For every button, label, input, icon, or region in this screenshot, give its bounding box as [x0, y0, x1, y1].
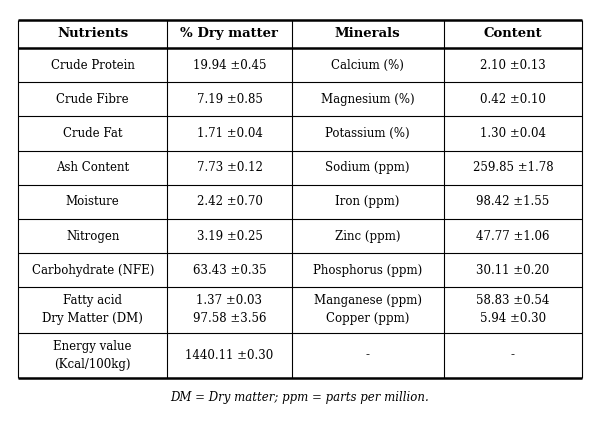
Text: Zinc (ppm): Zinc (ppm) — [335, 230, 400, 243]
Text: 19.94 ±0.45: 19.94 ±0.45 — [193, 59, 266, 72]
Text: Nitrogen: Nitrogen — [66, 230, 119, 243]
Text: 3.19 ±0.25: 3.19 ±0.25 — [197, 230, 262, 243]
Text: Phosphorus (ppm): Phosphorus (ppm) — [313, 264, 422, 277]
Text: Crude Fibre: Crude Fibre — [56, 93, 129, 106]
Text: Carbohydrate (NFE): Carbohydrate (NFE) — [32, 264, 154, 277]
Text: Potassium (%): Potassium (%) — [325, 127, 410, 140]
Text: % Dry matter: % Dry matter — [181, 27, 278, 40]
Text: 47.77 ±1.06: 47.77 ±1.06 — [476, 230, 550, 243]
Text: 98.42 ±1.55: 98.42 ±1.55 — [476, 195, 550, 208]
Text: -: - — [511, 349, 515, 362]
Text: 7.19 ±0.85: 7.19 ±0.85 — [197, 93, 262, 106]
Text: Ash Content: Ash Content — [56, 161, 129, 174]
Text: 7.73 ±0.12: 7.73 ±0.12 — [197, 161, 262, 174]
Text: 0.42 ±0.10: 0.42 ±0.10 — [480, 93, 546, 106]
Text: Content: Content — [484, 27, 542, 40]
Text: Minerals: Minerals — [335, 27, 400, 40]
Text: 30.11 ±0.20: 30.11 ±0.20 — [476, 264, 550, 277]
Text: 1.30 ±0.04: 1.30 ±0.04 — [480, 127, 546, 140]
Text: Nutrients: Nutrients — [57, 27, 128, 40]
Text: 2.42 ±0.70: 2.42 ±0.70 — [197, 195, 262, 208]
Text: 2.10 ±0.13: 2.10 ±0.13 — [480, 59, 546, 72]
Text: Energy value
(Kcal/100kg): Energy value (Kcal/100kg) — [53, 339, 132, 371]
Text: Sodium (ppm): Sodium (ppm) — [325, 161, 410, 174]
Text: 259.85 ±1.78: 259.85 ±1.78 — [473, 161, 553, 174]
Text: -: - — [365, 349, 370, 362]
Text: Iron (ppm): Iron (ppm) — [335, 195, 400, 208]
Text: 1.71 ±0.04: 1.71 ±0.04 — [197, 127, 262, 140]
Text: 1440.11 ±0.30: 1440.11 ±0.30 — [185, 349, 274, 362]
Text: Manganese (ppm)
Copper (ppm): Manganese (ppm) Copper (ppm) — [314, 295, 422, 326]
Text: 63.43 ±0.35: 63.43 ±0.35 — [193, 264, 266, 277]
Text: Fatty acid
Dry Matter (DM): Fatty acid Dry Matter (DM) — [42, 295, 143, 326]
Text: 1.37 ±0.03
97.58 ±3.56: 1.37 ±0.03 97.58 ±3.56 — [193, 295, 266, 326]
Text: Moisture: Moisture — [66, 195, 119, 208]
Text: Crude Fat: Crude Fat — [63, 127, 122, 140]
Text: DM = Dry matter; ppm = parts per million.: DM = Dry matter; ppm = parts per million… — [170, 391, 430, 404]
Text: Magnesium (%): Magnesium (%) — [321, 93, 415, 106]
Text: Crude Protein: Crude Protein — [51, 59, 134, 72]
Text: Calcium (%): Calcium (%) — [331, 59, 404, 72]
Text: 58.83 ±0.54
5.94 ±0.30: 58.83 ±0.54 5.94 ±0.30 — [476, 295, 550, 326]
